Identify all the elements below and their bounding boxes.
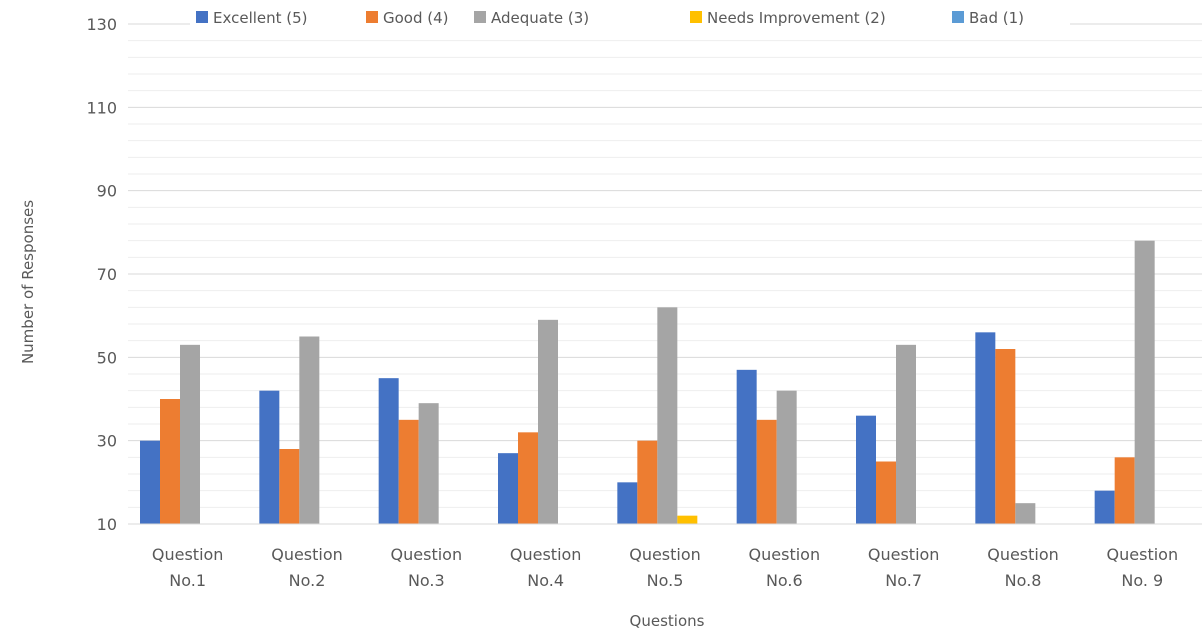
x-axis-categories: Question No.1 Question No.2 Question No.3 Ques… (152, 545, 1178, 590)
y-tick-label: 90 (97, 182, 117, 201)
x-category-label: Question No.2 (271, 545, 343, 590)
legend-label: Adequate (3) (491, 9, 589, 27)
bar-adequate-3--q5 (657, 307, 678, 524)
y-tick-label: 10 (97, 515, 117, 534)
bar-good-4--q8 (995, 349, 1016, 524)
bar-adequate-3--q7 (896, 344, 916, 524)
x-axis-title: Questions (630, 612, 705, 630)
legend-swatch (196, 11, 208, 23)
legend-label: Good (4) (383, 9, 449, 27)
legend-label: Bad (1) (969, 9, 1024, 27)
x-category-label: Question No.4 (510, 545, 582, 590)
x-category-label: Question No.6 (749, 545, 821, 590)
y-tick-label: 50 (97, 348, 117, 367)
x-category-label: Question No. 9 (1107, 545, 1179, 590)
x-category-label: Question No.5 (629, 545, 701, 590)
x-category-label: Question No.1 (152, 545, 224, 590)
x-category-label: Question No.3 (391, 545, 463, 590)
bar-excellent-5--q3 (378, 378, 399, 524)
bar-adequate-3--q8 (1015, 503, 1036, 524)
legend-swatch (690, 11, 702, 23)
bar-excellent-5--q1 (140, 440, 160, 524)
bar-adequate-3--q1 (180, 344, 200, 524)
x-category-label: Question No.8 (987, 545, 1059, 590)
bar-adequate-3--q2 (299, 336, 320, 524)
bar-excellent-5--q8 (975, 332, 996, 524)
legend-background (190, 6, 1070, 32)
y-axis-title: Number of Responses (19, 200, 37, 364)
bar-good-4--q4 (518, 432, 538, 524)
bar-adequate-3--q6 (776, 390, 797, 524)
legend-label: Excellent (5) (213, 9, 308, 27)
legend-swatch (366, 11, 378, 23)
bar-needs-improvement-2--q5 (677, 515, 698, 524)
legend-item-adequate-3-: Adequate (3) (474, 9, 589, 27)
legend-swatch (952, 11, 964, 23)
y-tick-label: 70 (97, 265, 117, 284)
legend-item-needs-improvement-2-: Needs Improvement (2) (690, 9, 886, 27)
bar-good-4--q7 (876, 461, 896, 524)
bar-good-4--q5 (637, 440, 658, 524)
legend-item-good-4-: Good (4) (366, 9, 449, 27)
bar-excellent-5--q7 (856, 415, 876, 524)
bar-excellent-5--q2 (259, 390, 280, 524)
legend: Excellent (5) Good (4) Adequate (3) Needs I… (190, 6, 1070, 32)
x-category-label: Question No.7 (868, 545, 940, 590)
bar-good-4--q1 (160, 399, 180, 524)
legend-item-bad-1-: Bad (1) (952, 9, 1024, 27)
bar-adequate-3--q3 (418, 403, 439, 524)
y-tick-label: 110 (86, 98, 117, 117)
bars (140, 240, 1155, 524)
bar-good-4--q3 (398, 419, 419, 524)
legend-item-excellent-5-: Excellent (5) (196, 9, 308, 27)
y-axis-ticks: 10 30 50 70 90 110 130 (86, 15, 117, 534)
bar-excellent-5--q5 (617, 482, 638, 524)
bar-excellent-5--q6 (736, 369, 757, 524)
y-tick-label: 130 (86, 15, 117, 34)
bar-excellent-5--q4 (498, 453, 518, 524)
bar-adequate-3--q4 (538, 319, 558, 524)
y-tick-label: 30 (97, 432, 117, 451)
bar-good-4--q9 (1114, 457, 1135, 524)
bar-adequate-3--q9 (1134, 240, 1155, 524)
bar-excellent-5--q9 (1094, 490, 1115, 524)
legend-swatch (474, 11, 486, 23)
legend-label: Needs Improvement (2) (707, 9, 886, 27)
bar-good-4--q2 (279, 449, 300, 524)
bar-good-4--q6 (756, 419, 777, 524)
